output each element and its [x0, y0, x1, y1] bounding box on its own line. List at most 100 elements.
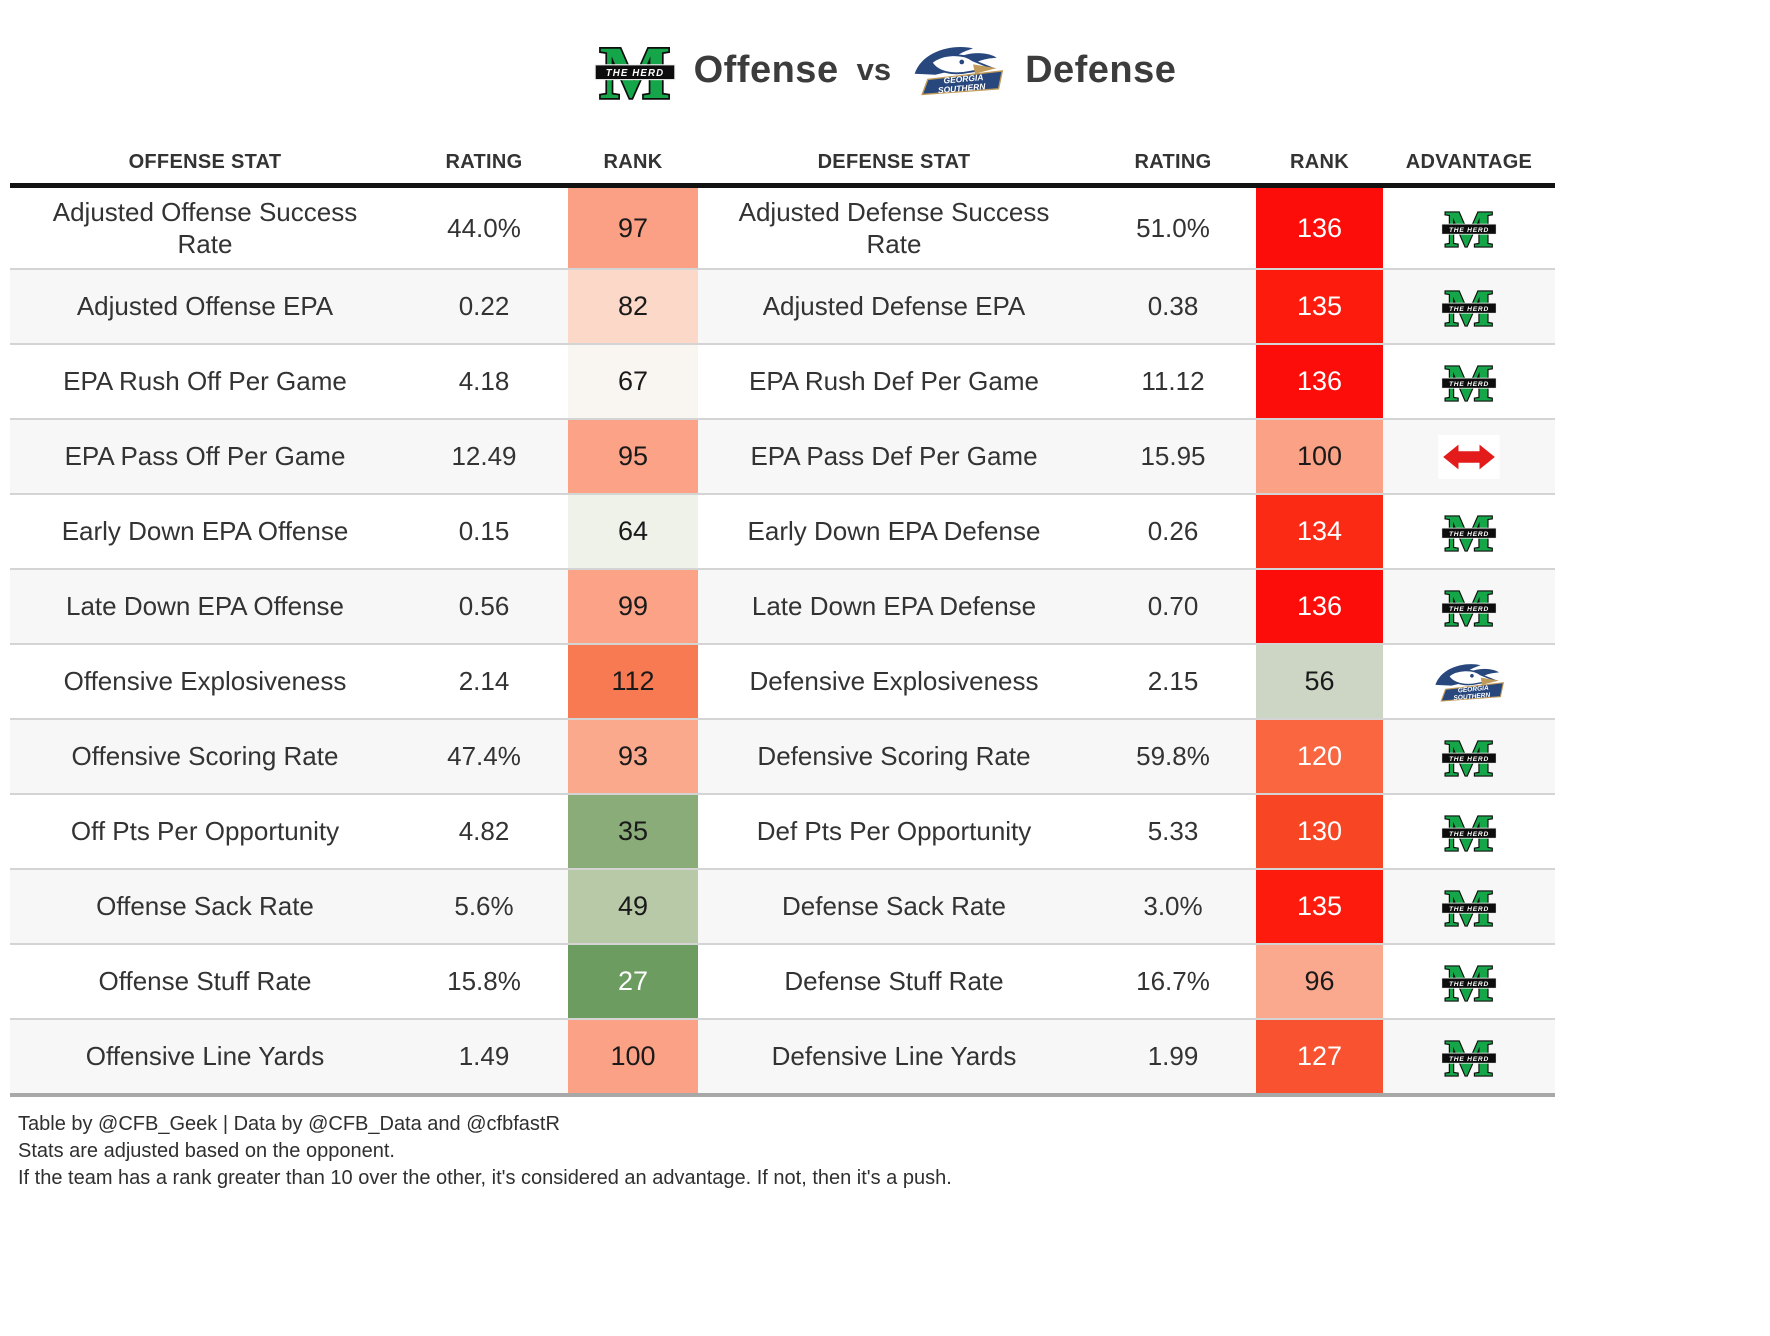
advantage-cell: [1383, 645, 1555, 718]
table-header-row: OFFENSE STAT RATING RANK DEFENSE STAT RA…: [10, 116, 1555, 188]
marshall-logo-icon: [1441, 806, 1497, 857]
offense-stat-cell: Offensive Explosiveness: [63, 666, 347, 697]
offense-rank-cell: 97: [568, 188, 698, 268]
offense-rank-cell: 67: [568, 345, 698, 418]
table-row: EPA Rush Off Per Game 4.18 67 EPA Rush D…: [10, 343, 1555, 418]
defense-rating-cell: 15.95: [1140, 441, 1206, 471]
defense-rating-cell: 0.70: [1147, 591, 1199, 621]
header-defense-rating: RATING: [1134, 151, 1212, 173]
marshall-logo-icon: [1441, 881, 1497, 932]
table-row: Offensive Line Yards 1.49 100 Defensive …: [10, 1018, 1555, 1093]
defense-stat-cell: Defense Sack Rate: [781, 891, 1006, 922]
defense-rank-cell: 135: [1256, 870, 1383, 943]
defense-rank-cell: 56: [1256, 645, 1383, 718]
georgia-southern-logo-icon: [1434, 662, 1505, 703]
table-footnotes: Table by @CFB_Geek | Data by @CFB_Data a…: [0, 1097, 1770, 1192]
advantage-cell: [1383, 570, 1555, 643]
offense-stat-cell: Offensive Scoring Rate: [71, 741, 339, 772]
defense-stat-cell: EPA Pass Def Per Game: [750, 441, 1038, 472]
offense-rating-cell: 0.22: [458, 291, 510, 321]
credit-line: Table by @CFB_Geek | Data by @CFB_Data a…: [18, 1113, 560, 1135]
defense-rank-cell: 135: [1256, 270, 1383, 343]
marshall-logo-icon: [1441, 1031, 1497, 1082]
table-body: Adjusted Offense Success Rate 44.0% 97 A…: [10, 188, 1555, 1097]
defense-stat-cell: Defense Stuff Rate: [784, 966, 1004, 997]
defense-rating-cell: 11.12: [1141, 366, 1205, 396]
table-row: Early Down EPA Offense 0.15 64 Early Dow…: [10, 493, 1555, 568]
offense-rank-cell: 64: [568, 495, 698, 568]
header-offense-rating: RATING: [445, 151, 523, 173]
table-row: Adjusted Offense EPA 0.22 82 Adjusted De…: [10, 268, 1555, 343]
defense-stat-cell: Def Pts Per Opportunity: [756, 816, 1032, 847]
table-row: EPA Pass Off Per Game 12.49 95 EPA Pass …: [10, 418, 1555, 493]
stats-table: OFFENSE STAT RATING RANK DEFENSE STAT RA…: [10, 116, 1555, 1097]
offense-rating-cell: 44.0%: [447, 212, 521, 243]
advantage-cell: [1383, 720, 1555, 793]
defense-rank-cell: 127: [1256, 1020, 1383, 1093]
offense-rating-cell: 0.56: [458, 591, 510, 621]
offense-rank-cell: 99: [568, 570, 698, 643]
offense-rating-cell: 0.15: [458, 516, 510, 546]
defense-rank-cell: 136: [1256, 570, 1383, 643]
marshall-logo-icon: [1441, 203, 1497, 253]
offense-rating-cell: 2.14: [458, 666, 510, 696]
defense-rating-cell: 0.38: [1147, 291, 1199, 321]
advantage-cell: [1383, 1020, 1555, 1093]
advantage-cell: [1383, 795, 1555, 868]
header-defense-rank: RANK: [1290, 151, 1349, 173]
defense-rating-cell: 5.33: [1147, 816, 1199, 846]
defense-rating-cell: 1.99: [1147, 1041, 1199, 1071]
offense-rank-cell: 95: [568, 420, 698, 493]
defense-rating-cell: 0.26: [1147, 516, 1199, 546]
defense-rating-cell: 2.15: [1147, 666, 1199, 696]
header-offense-stat: OFFENSE STAT: [128, 151, 282, 173]
offense-rating-cell: 47.4%: [447, 741, 521, 771]
table-row: Late Down EPA Offense 0.56 99 Late Down …: [10, 568, 1555, 643]
defense-stat-cell: Defensive Explosiveness: [749, 666, 1039, 697]
marshall-logo-icon: [1441, 281, 1497, 332]
georgia-southern-logo-icon: [913, 46, 1004, 97]
title-offense-label: Offense: [693, 48, 839, 91]
defense-rank-cell: 100: [1256, 420, 1383, 493]
advantage-cell: [1383, 188, 1555, 268]
offense-stat-cell: Adjusted Offense Success Rate: [52, 196, 358, 260]
offense-stat-cell: EPA Rush Off Per Game: [63, 366, 347, 397]
offense-rating-cell: 1.49: [458, 1041, 510, 1071]
defense-rank-cell: 130: [1256, 795, 1383, 868]
offense-rank-cell: 49: [568, 870, 698, 943]
offense-rank-cell: 100: [568, 1020, 698, 1093]
defense-rating-cell: 16.7%: [1136, 966, 1210, 996]
marshall-logo-icon: [1441, 731, 1497, 782]
header-offense-rank: RANK: [603, 151, 663, 173]
marshall-logo-icon: [593, 33, 676, 107]
table-row: Offensive Scoring Rate 47.4% 93 Defensiv…: [10, 718, 1555, 793]
defense-stat-cell: Late Down EPA Defense: [751, 591, 1037, 622]
offense-stat-cell: Offense Sack Rate: [96, 891, 314, 922]
marshall-logo-icon: [1441, 956, 1497, 1007]
page-title: Offense vs Defense: [0, 24, 1770, 116]
offense-stat-cell: Offensive Line Yards: [85, 1041, 325, 1072]
advantage-cell: [1383, 495, 1555, 568]
title-defense-label: Defense: [1025, 48, 1177, 91]
offense-rank-cell: 27: [568, 945, 698, 1018]
defense-rank-cell: 120: [1256, 720, 1383, 793]
defense-stat-cell: Early Down EPA Defense: [747, 516, 1041, 547]
advantage-cell: [1383, 420, 1555, 493]
offense-rank-cell: 112: [568, 645, 698, 718]
offense-stat-cell: Offense Stuff Rate: [98, 966, 312, 997]
table-row: Offensive Explosiveness 2.14 112 Defensi…: [10, 643, 1555, 718]
table-row: Off Pts Per Opportunity 4.82 35 Def Pts …: [10, 793, 1555, 868]
marshall-logo-icon: [1441, 581, 1497, 632]
offense-rating-cell: 12.49: [451, 441, 517, 471]
adjusted-note: Stats are adjusted based on the opponent…: [18, 1140, 395, 1162]
offense-rating-cell: 15.8%: [447, 966, 521, 996]
defense-rank-cell: 134: [1256, 495, 1383, 568]
push-arrow-icon: [1438, 434, 1500, 479]
defense-stat-cell: EPA Rush Def Per Game: [749, 366, 1039, 397]
header-defense-stat: DEFENSE STAT: [817, 151, 971, 173]
defense-rating-cell: 59.8%: [1136, 741, 1210, 771]
marshall-logo-icon: [1441, 356, 1497, 407]
marshall-logo-icon: [1441, 506, 1497, 557]
defense-rating-cell: 51.0%: [1136, 212, 1210, 243]
advantage-cell: [1383, 270, 1555, 343]
